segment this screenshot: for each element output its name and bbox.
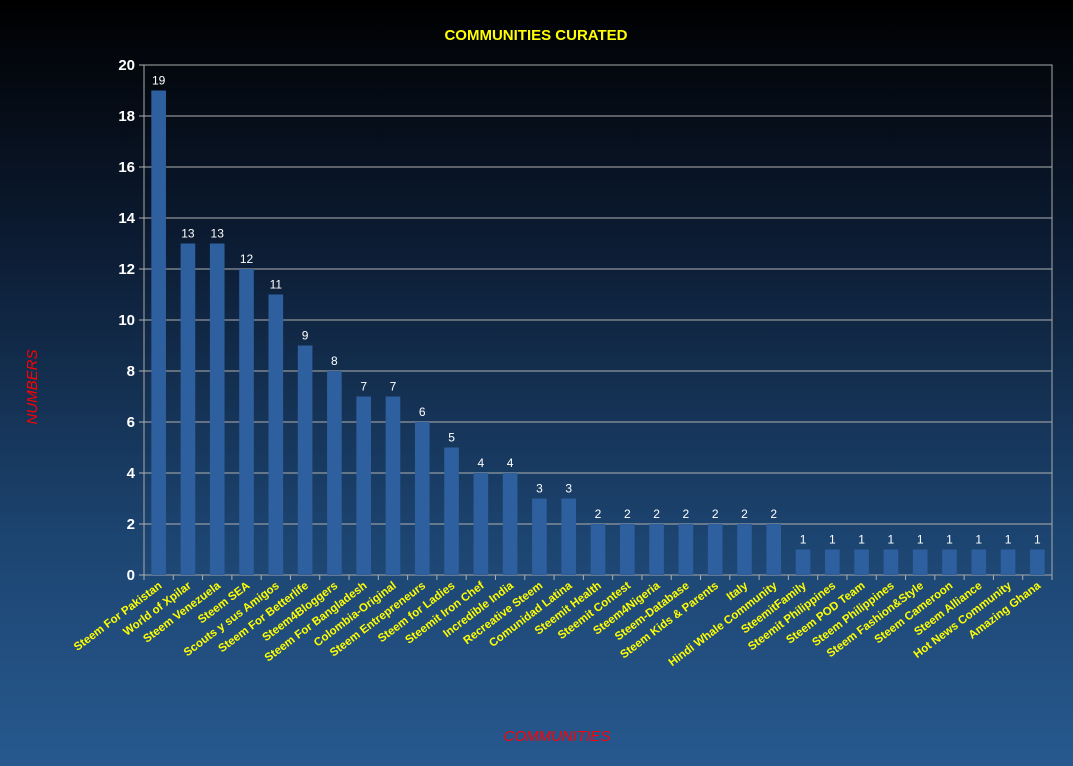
bar	[385, 396, 401, 575]
y-tick-label: 12	[118, 261, 135, 278]
bar	[327, 371, 342, 575]
data-label: 2	[741, 507, 748, 521]
data-label: 2	[653, 507, 660, 521]
bar	[180, 243, 196, 575]
bar	[737, 524, 752, 575]
data-label: 1	[1005, 533, 1012, 547]
data-label: 13	[181, 227, 195, 241]
data-label: 4	[477, 456, 484, 470]
data-label: 12	[240, 252, 254, 266]
y-tick-label: 6	[127, 414, 135, 431]
y-axis-label: NUMBERS	[24, 349, 41, 424]
bar	[649, 524, 664, 575]
y-tick-label: 10	[118, 312, 135, 329]
y-tick-label: 14	[118, 210, 135, 227]
bar	[678, 524, 694, 575]
bar	[297, 345, 313, 575]
bar	[444, 447, 459, 575]
bar	[356, 396, 371, 575]
bar	[473, 473, 489, 575]
y-axis-ticks: 0 2 4 6 8 10 12 14 16 18 20	[118, 57, 144, 584]
data-label: 6	[419, 405, 426, 419]
y-tick-label: 4	[127, 465, 136, 482]
data-label: 2	[770, 507, 777, 521]
data-label: 2	[595, 507, 602, 521]
data-label: 13	[211, 227, 225, 241]
y-tick-label: 18	[118, 108, 135, 125]
data-label: 5	[448, 431, 455, 445]
data-label: 2	[683, 507, 690, 521]
data-label: 1	[888, 533, 895, 547]
bar	[209, 243, 225, 575]
data-label: 1	[858, 533, 865, 547]
bar	[239, 269, 254, 575]
bar	[1000, 549, 1016, 575]
data-label: 8	[331, 354, 338, 368]
bar	[268, 294, 284, 575]
bar	[971, 549, 987, 575]
data-label: 4	[507, 456, 514, 470]
data-label: 3	[536, 482, 543, 496]
y-tick-label: 16	[118, 159, 135, 176]
data-label: 1	[946, 533, 953, 547]
data-label: 1	[800, 533, 807, 547]
bar	[707, 524, 723, 575]
bar	[766, 524, 782, 575]
bar	[854, 549, 869, 575]
data-label: 19	[152, 74, 166, 88]
bar	[532, 498, 547, 575]
data-label: 1	[829, 533, 836, 547]
bar	[561, 498, 577, 575]
bar	[619, 524, 635, 575]
bar	[590, 524, 606, 575]
bar	[151, 90, 166, 575]
x-axis-label: COMMUNITIES	[504, 728, 611, 745]
bar	[795, 549, 811, 575]
data-label: 2	[624, 507, 631, 521]
gridlines	[144, 115, 1052, 525]
bar	[883, 549, 899, 575]
y-tick-label: 20	[118, 57, 135, 74]
bar	[942, 549, 957, 575]
bar	[1030, 549, 1045, 575]
data-label: 2	[712, 507, 719, 521]
data-label: 7	[390, 380, 397, 394]
data-label: 7	[360, 380, 367, 394]
data-label: 1	[1034, 533, 1041, 547]
data-label: 11	[270, 278, 283, 292]
bar	[825, 549, 840, 575]
data-label: 1	[917, 533, 924, 547]
y-tick-label: 8	[127, 363, 135, 380]
chart-title: COMMUNITIES CURATED	[444, 27, 627, 44]
bar	[502, 473, 518, 575]
bar	[912, 549, 928, 575]
data-label: 9	[302, 329, 309, 343]
data-label: 3	[565, 482, 572, 496]
bars	[151, 90, 1045, 575]
y-tick-label: 0	[127, 567, 135, 584]
y-tick-label: 2	[127, 516, 135, 533]
bar	[414, 422, 430, 575]
data-label: 1	[975, 533, 982, 547]
